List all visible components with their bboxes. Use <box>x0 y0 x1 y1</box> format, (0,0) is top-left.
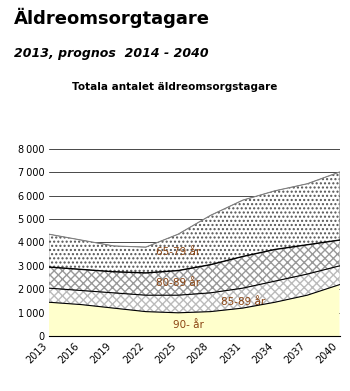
Text: 80-89 år: 80-89 år <box>156 278 200 288</box>
Text: 90- år: 90- år <box>174 319 204 330</box>
Text: Totala antalet äldreomsorgstagare: Totala antalet äldreomsorgstagare <box>72 82 278 92</box>
Text: 85-89 år: 85-89 år <box>221 297 265 307</box>
Text: 2013, prognos  2014 - 2040: 2013, prognos 2014 - 2040 <box>14 47 209 60</box>
Text: 65-79 år: 65-79 år <box>156 248 200 257</box>
Text: Äldreomsorgtagare: Äldreomsorgtagare <box>14 8 210 28</box>
